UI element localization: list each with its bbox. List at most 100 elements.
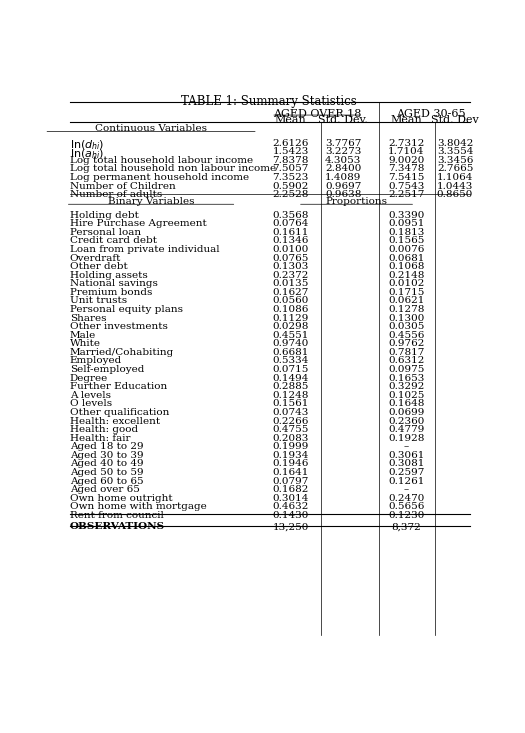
Text: 0.7543: 0.7543 bbox=[388, 182, 424, 191]
Text: 7.3478: 7.3478 bbox=[388, 164, 424, 174]
Text: 8,372: 8,372 bbox=[391, 523, 421, 531]
Text: 0.9638: 0.9638 bbox=[325, 190, 361, 199]
Text: 7.3523: 7.3523 bbox=[272, 173, 309, 182]
Text: 0.2885: 0.2885 bbox=[272, 382, 309, 391]
Text: 0.0715: 0.0715 bbox=[272, 365, 309, 374]
Text: 0.1248: 0.1248 bbox=[272, 391, 309, 399]
Text: Unit trusts: Unit trusts bbox=[70, 296, 127, 306]
Text: Shares: Shares bbox=[70, 314, 106, 323]
Text: Health: excellent: Health: excellent bbox=[70, 416, 160, 426]
Text: 0.5656: 0.5656 bbox=[388, 502, 424, 512]
Text: 0.0102: 0.0102 bbox=[388, 279, 424, 288]
Text: 0.3568: 0.3568 bbox=[272, 210, 309, 220]
Text: 0.3014: 0.3014 bbox=[272, 494, 309, 503]
Text: 0.5334: 0.5334 bbox=[272, 356, 309, 366]
Text: 7.8378: 7.8378 bbox=[272, 156, 309, 165]
Text: Log total household non labour income: Log total household non labour income bbox=[70, 164, 276, 174]
Text: 7.5415: 7.5415 bbox=[388, 173, 424, 182]
Text: 0.1653: 0.1653 bbox=[388, 374, 424, 383]
Text: 2.7665: 2.7665 bbox=[437, 164, 473, 174]
Text: 0.1129: 0.1129 bbox=[272, 314, 309, 323]
Text: 0.1627: 0.1627 bbox=[272, 288, 309, 297]
Text: Health: fair: Health: fair bbox=[70, 434, 130, 443]
Text: Other debt: Other debt bbox=[70, 262, 128, 271]
Text: 0.4779: 0.4779 bbox=[388, 425, 424, 434]
Text: 3.3554: 3.3554 bbox=[437, 147, 473, 156]
Text: Log total household labour income: Log total household labour income bbox=[70, 156, 253, 165]
Text: Continuous Variables: Continuous Variables bbox=[95, 124, 207, 133]
Text: 0.0305: 0.0305 bbox=[388, 323, 424, 331]
Text: 0.1715: 0.1715 bbox=[388, 288, 424, 297]
Text: 0.1230: 0.1230 bbox=[388, 511, 424, 520]
Text: Mean: Mean bbox=[275, 115, 307, 125]
Text: Degree: Degree bbox=[70, 374, 108, 383]
Text: 1.4089: 1.4089 bbox=[325, 173, 361, 182]
Text: 7.5057: 7.5057 bbox=[272, 164, 309, 174]
Text: 0.2148: 0.2148 bbox=[388, 270, 424, 280]
Text: 1.5423: 1.5423 bbox=[272, 147, 309, 156]
Text: 0.1261: 0.1261 bbox=[388, 476, 424, 485]
Text: 0.3061: 0.3061 bbox=[388, 451, 424, 460]
Text: Proportions: Proportions bbox=[326, 197, 387, 206]
Text: 0.2360: 0.2360 bbox=[388, 416, 424, 426]
Text: 3.8042: 3.8042 bbox=[437, 139, 473, 147]
Text: Holding debt: Holding debt bbox=[70, 210, 139, 220]
Text: Male: Male bbox=[70, 331, 96, 340]
Text: 3.3456: 3.3456 bbox=[437, 156, 473, 165]
Text: Binary Variables: Binary Variables bbox=[108, 197, 194, 206]
Text: 2.2528: 2.2528 bbox=[272, 190, 309, 199]
Text: 0.0951: 0.0951 bbox=[388, 219, 424, 228]
Text: 0.4551: 0.4551 bbox=[272, 331, 309, 340]
Text: 0.2266: 0.2266 bbox=[272, 416, 309, 426]
Text: Aged 50 to 59: Aged 50 to 59 bbox=[70, 468, 143, 477]
Text: Own home with mortgage: Own home with mortgage bbox=[70, 502, 206, 512]
Text: 0.8650: 0.8650 bbox=[437, 190, 473, 199]
Text: 0.2083: 0.2083 bbox=[272, 434, 309, 443]
Text: 0.9762: 0.9762 bbox=[388, 339, 424, 348]
Text: 0.1025: 0.1025 bbox=[388, 391, 424, 399]
Text: Aged 30 to 39: Aged 30 to 39 bbox=[70, 451, 143, 460]
Text: 0.3390: 0.3390 bbox=[388, 210, 424, 220]
Text: 0.2470: 0.2470 bbox=[388, 494, 424, 503]
Text: 0.0975: 0.0975 bbox=[388, 365, 424, 374]
Text: –: – bbox=[404, 442, 409, 452]
Text: 0.9740: 0.9740 bbox=[272, 339, 309, 348]
Text: 0.0621: 0.0621 bbox=[388, 296, 424, 306]
Text: 3.2273: 3.2273 bbox=[325, 147, 361, 156]
Text: Number of Children: Number of Children bbox=[70, 182, 175, 191]
Text: O levels: O levels bbox=[70, 399, 112, 408]
Text: Health: good: Health: good bbox=[70, 425, 138, 434]
Text: 0.1086: 0.1086 bbox=[272, 305, 309, 314]
Text: 2.2517: 2.2517 bbox=[388, 190, 424, 199]
Text: AGED 30-65: AGED 30-65 bbox=[396, 108, 465, 119]
Text: 0.2372: 0.2372 bbox=[272, 270, 309, 280]
Text: 0.1430: 0.1430 bbox=[272, 511, 309, 520]
Text: Rent from council: Rent from council bbox=[70, 511, 164, 520]
Text: 0.1278: 0.1278 bbox=[388, 305, 424, 314]
Text: 1.1064: 1.1064 bbox=[437, 173, 473, 182]
Text: 0.1648: 0.1648 bbox=[388, 399, 424, 408]
Text: 0.0699: 0.0699 bbox=[388, 408, 424, 417]
Text: Married/Cohabiting: Married/Cohabiting bbox=[70, 348, 174, 357]
Text: 0.0743: 0.0743 bbox=[272, 408, 309, 417]
Text: 1.0443: 1.0443 bbox=[437, 182, 473, 191]
Text: 0.1946: 0.1946 bbox=[272, 460, 309, 468]
Text: –: – bbox=[404, 485, 409, 494]
Text: 0.1641: 0.1641 bbox=[272, 468, 309, 477]
Text: 4.3053: 4.3053 bbox=[325, 156, 361, 165]
Text: 0.1565: 0.1565 bbox=[388, 236, 424, 246]
Text: $\ln\!\left(d_{hi}\right)$: $\ln\!\left(d_{hi}\right)$ bbox=[70, 139, 104, 152]
Text: 0.5902: 0.5902 bbox=[272, 182, 309, 191]
Text: OBSERVATIONS: OBSERVATIONS bbox=[70, 523, 165, 531]
Text: Log permanent household income: Log permanent household income bbox=[70, 173, 249, 182]
Text: Self-employed: Self-employed bbox=[70, 365, 144, 374]
Text: 0.1303: 0.1303 bbox=[272, 262, 309, 271]
Text: Aged 60 to 65: Aged 60 to 65 bbox=[70, 476, 143, 485]
Text: Std. Dev: Std. Dev bbox=[431, 115, 479, 125]
Text: 0.4755: 0.4755 bbox=[272, 425, 309, 434]
Text: Loan from private individual: Loan from private individual bbox=[70, 245, 219, 254]
Text: Personal equity plans: Personal equity plans bbox=[70, 305, 183, 314]
Text: TABLE 1: Summary Statistics: TABLE 1: Summary Statistics bbox=[181, 95, 357, 108]
Text: 0.1068: 0.1068 bbox=[388, 262, 424, 271]
Text: 0.0764: 0.0764 bbox=[272, 219, 309, 228]
